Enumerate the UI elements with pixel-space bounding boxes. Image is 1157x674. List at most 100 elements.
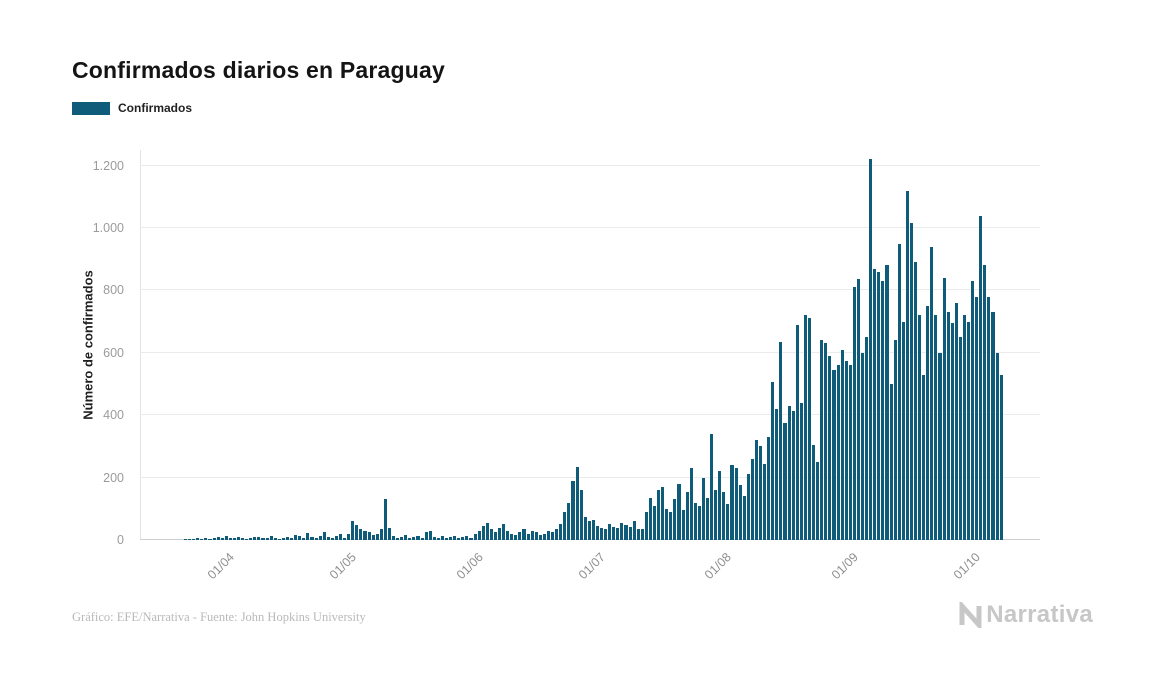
bar <box>449 537 453 540</box>
bar <box>962 315 966 540</box>
bar <box>334 536 338 540</box>
bar <box>473 533 477 540</box>
bar <box>318 535 322 540</box>
bar <box>595 525 599 540</box>
bar <box>791 410 795 540</box>
bar <box>188 539 192 540</box>
legend-swatch <box>72 101 110 115</box>
bar <box>383 499 387 540</box>
bar <box>979 215 983 540</box>
y-tick-label: 1.000 <box>92 221 124 235</box>
bar <box>860 352 865 540</box>
bar <box>412 537 416 540</box>
bar <box>196 538 200 540</box>
bar <box>926 306 930 540</box>
bar <box>432 536 436 540</box>
bar <box>636 529 640 540</box>
bar <box>396 537 400 540</box>
bar <box>950 323 954 540</box>
bar <box>587 521 591 540</box>
bar <box>379 529 383 540</box>
bar <box>204 538 208 540</box>
bar <box>999 374 1003 540</box>
bar <box>967 321 971 540</box>
bar <box>689 468 693 540</box>
bar <box>714 490 718 540</box>
bar <box>277 538 281 540</box>
bar <box>551 532 555 540</box>
bar <box>820 340 824 540</box>
bar <box>754 440 759 540</box>
bar <box>338 534 343 540</box>
bar <box>701 477 705 540</box>
bar <box>775 408 779 540</box>
legend: Confirmados <box>72 101 192 115</box>
bar <box>746 474 750 540</box>
bar <box>359 529 363 540</box>
bar <box>942 277 946 540</box>
bar <box>534 532 538 540</box>
bar <box>216 536 220 540</box>
gridline <box>140 164 1040 166</box>
bar <box>591 519 595 540</box>
bar <box>330 537 334 540</box>
bar <box>302 538 306 540</box>
bar <box>420 537 424 540</box>
legend-label: Confirmados <box>118 101 193 115</box>
bar <box>493 532 498 540</box>
bar <box>285 536 290 540</box>
bar <box>665 508 669 540</box>
bar <box>436 537 440 540</box>
bar <box>489 529 493 540</box>
gridline <box>140 351 1040 353</box>
bar <box>485 522 489 540</box>
bar <box>265 537 269 540</box>
bar <box>347 534 351 540</box>
brand-name: Narrativa <box>986 601 1093 628</box>
bar <box>885 265 889 540</box>
gridline <box>140 289 1040 291</box>
bar <box>897 243 901 540</box>
bar <box>644 511 648 540</box>
bar <box>465 536 469 540</box>
y-tick-label: 200 <box>103 470 124 485</box>
bar <box>453 535 457 540</box>
bar <box>971 281 975 540</box>
bar <box>848 365 852 540</box>
bar <box>918 315 922 540</box>
bar <box>987 296 991 540</box>
bar <box>995 352 999 540</box>
bar <box>391 536 396 540</box>
bar <box>836 365 840 540</box>
bar <box>799 402 803 540</box>
bar <box>192 539 196 540</box>
bar <box>408 538 412 540</box>
bar <box>457 537 461 540</box>
y-tick-label: 600 <box>103 345 124 360</box>
bar <box>542 533 546 540</box>
bar <box>510 533 514 540</box>
bar <box>812 444 816 540</box>
bar <box>579 490 583 540</box>
bar <box>889 384 893 540</box>
bar <box>220 538 224 540</box>
bar <box>693 502 697 540</box>
bar <box>310 537 314 540</box>
bar <box>803 315 807 540</box>
bar <box>546 530 551 540</box>
bar <box>628 526 632 540</box>
bar <box>991 312 995 540</box>
bar <box>722 491 726 540</box>
bar <box>852 287 856 540</box>
bar <box>767 437 771 540</box>
x-tick-label: 01/06 <box>453 550 486 583</box>
x-tick-label: 01/10 <box>950 550 983 583</box>
bar <box>387 527 391 540</box>
bar <box>461 536 465 540</box>
narrativa-logo: Narrativa <box>958 601 1093 629</box>
bar <box>224 536 228 540</box>
bar <box>514 535 518 540</box>
bar <box>640 529 644 540</box>
y-tick-label: 0 <box>117 533 124 547</box>
y-tick-label: 800 <box>103 283 124 298</box>
